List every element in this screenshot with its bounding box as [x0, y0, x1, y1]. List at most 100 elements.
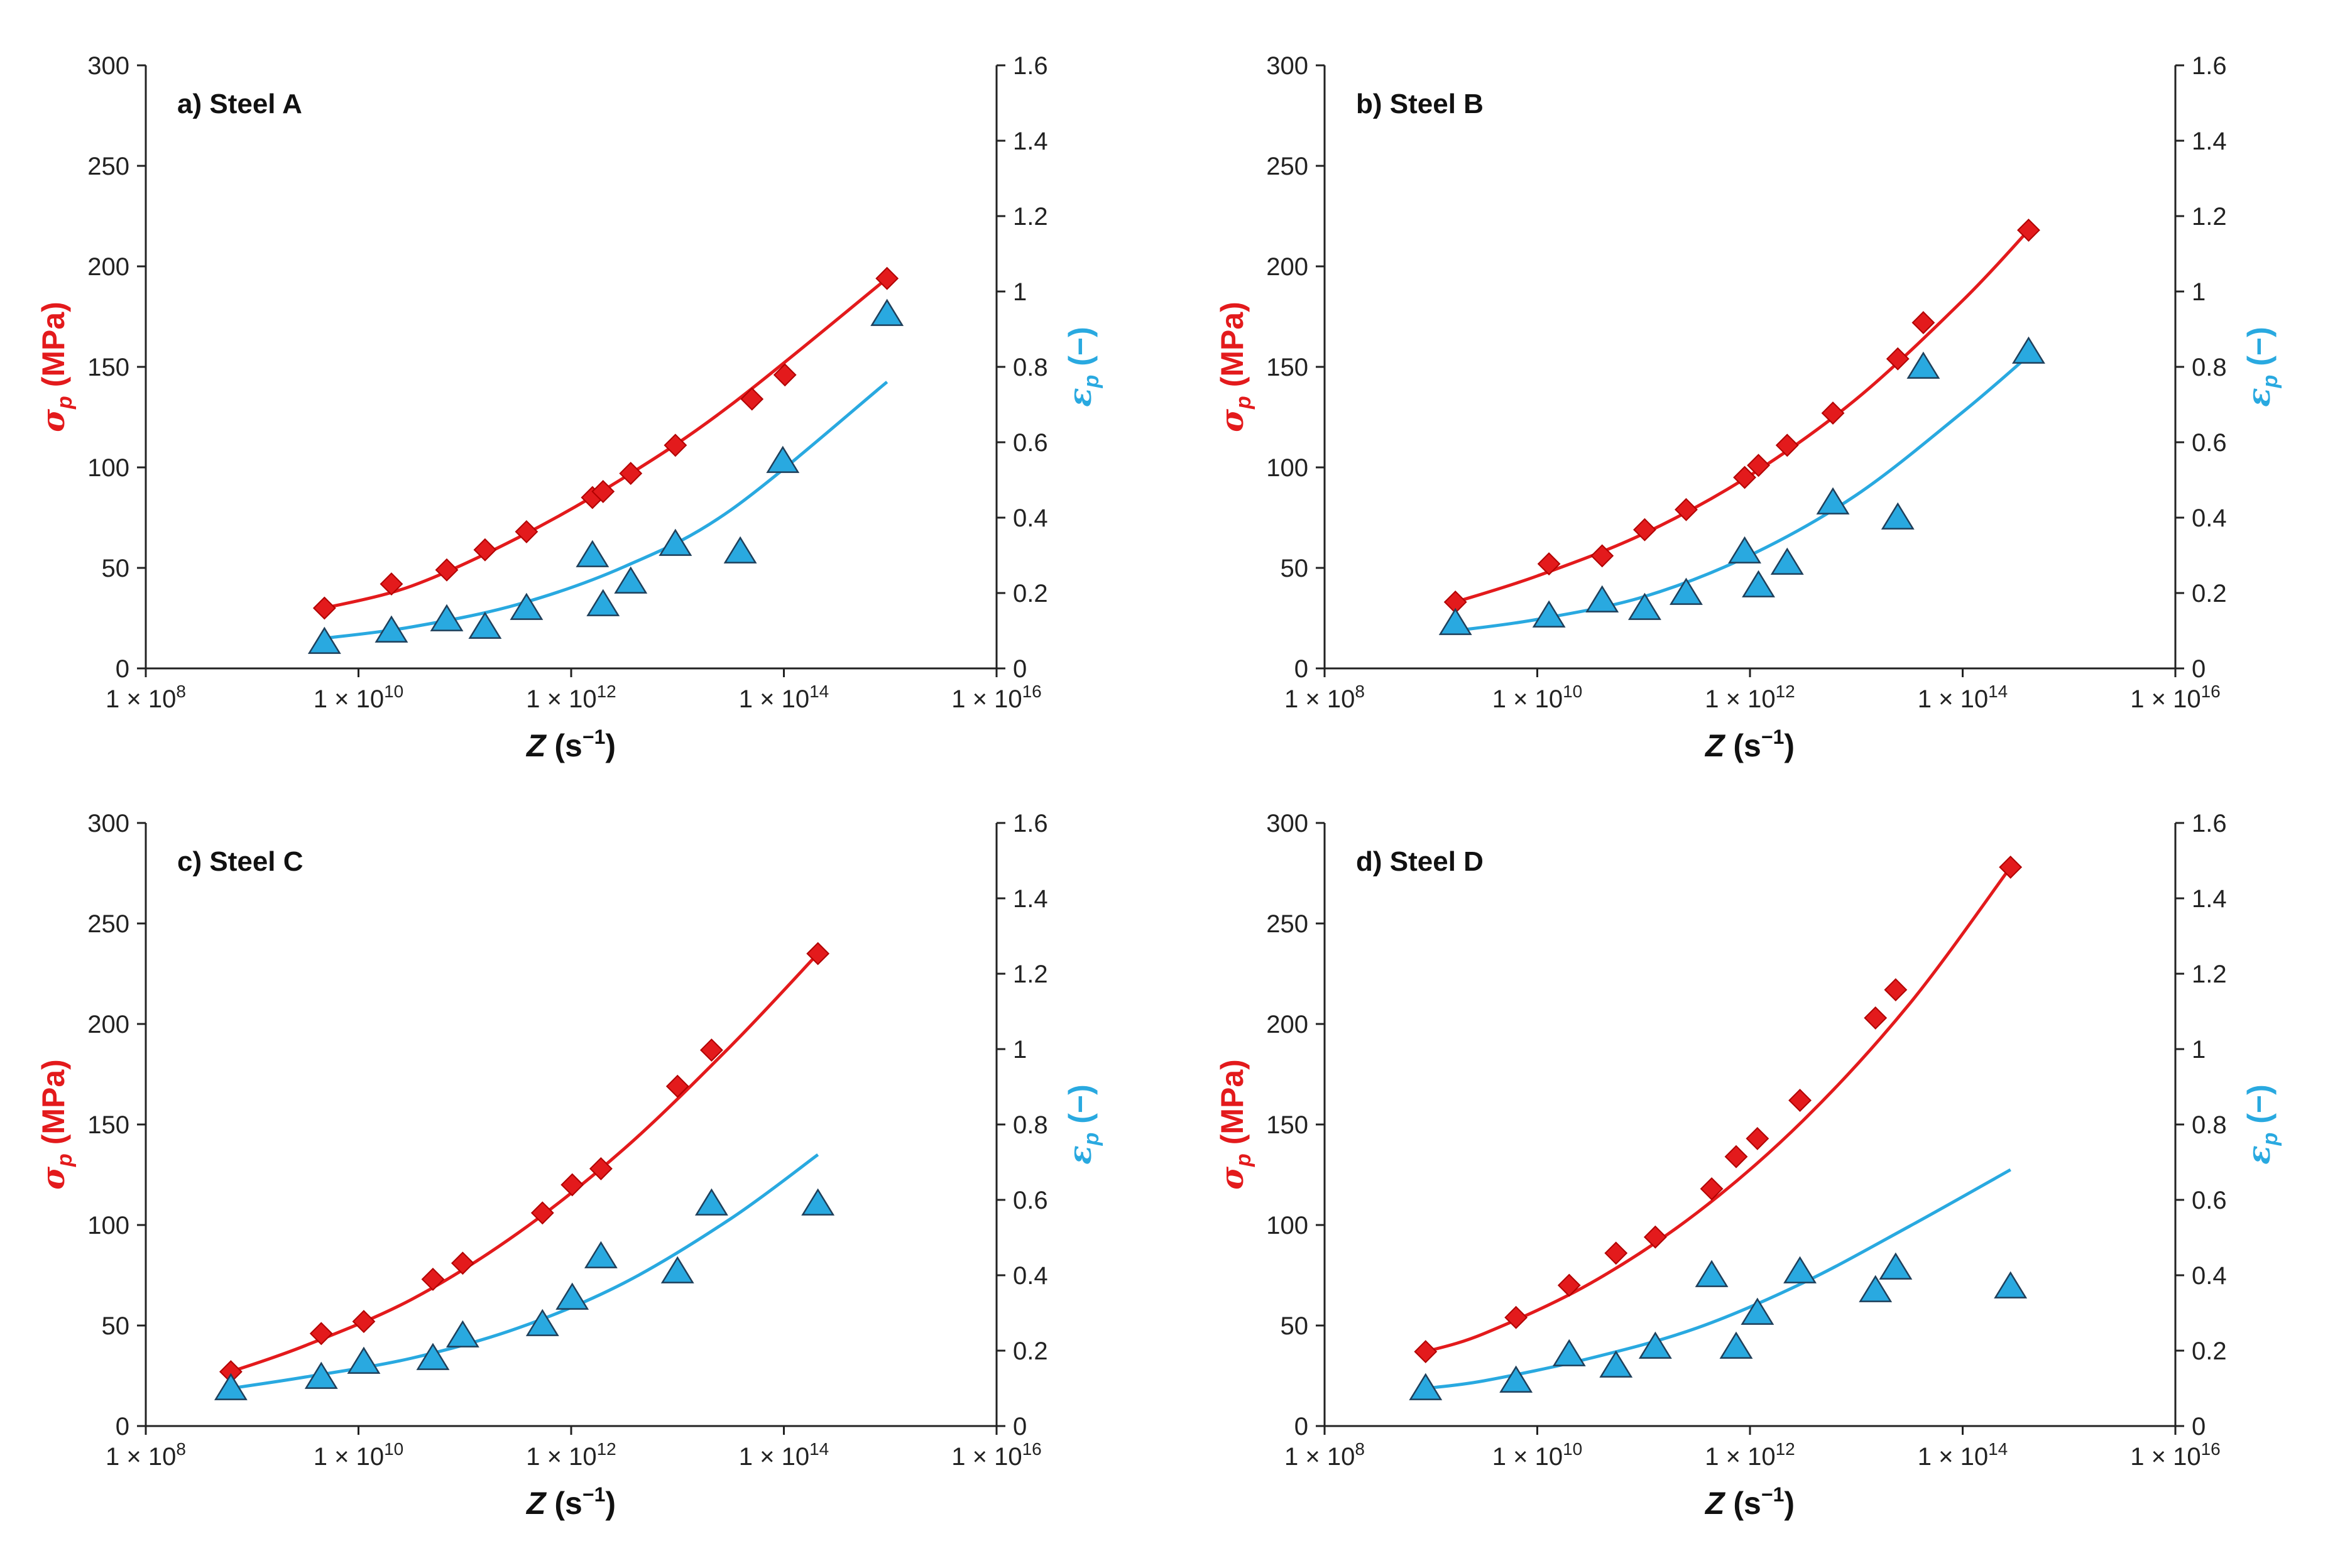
stress-fit-line [1425, 866, 2012, 1353]
strain-point [1741, 1297, 1774, 1325]
y-left-tick-label: 100 [1266, 1212, 1308, 1239]
y-left-tick-label: 0 [116, 655, 129, 683]
stress-point [1504, 1305, 1528, 1329]
stress-point [619, 462, 643, 486]
x-tick-label: 1 × 1012 [1705, 1439, 1795, 1471]
y-right-tick-label: 0.6 [1013, 1187, 1048, 1214]
strain-point [1816, 487, 1850, 514]
stress-point [1590, 544, 1614, 568]
y-left-tick-label: 100 [87, 1212, 129, 1239]
strain-point [1728, 536, 1761, 564]
stress-point [699, 1038, 723, 1062]
x-tick-label: 1 × 108 [106, 682, 186, 713]
y-left-tick-label: 250 [1266, 153, 1308, 180]
y-right-tick-label: 1.2 [1013, 203, 1048, 231]
chart-panel: 0 50 100 150 200 250 300 0 0.2 0.4 0.6 0.8 1 1.2 1.4 1.… [1213, 52, 2282, 763]
y-right-tick-label: 0.4 [2192, 504, 2227, 532]
stress-point [1557, 1273, 1581, 1297]
stress-point [1604, 1241, 1628, 1265]
strain-point [1994, 1271, 2028, 1298]
y-right-tick-label: 0 [1013, 1413, 1027, 1440]
strain-point [723, 536, 757, 564]
stress-point [589, 1157, 613, 1180]
y-left-tick-label: 50 [1281, 1312, 1309, 1340]
y-right-tick-label: 0.6 [1013, 429, 1048, 457]
strain-point [1438, 607, 1472, 635]
y-axis-left-label: σp (MPa) [35, 302, 77, 432]
y-right-tick-label: 0 [2192, 655, 2206, 683]
strain-point [510, 592, 544, 620]
y-right-tick-label: 0.4 [1013, 1262, 1048, 1290]
stress-point [1643, 1225, 1667, 1249]
stress-point [1746, 1126, 1769, 1150]
y-right-tick-label: 0.4 [2192, 1262, 2227, 1290]
stress-point [664, 433, 687, 457]
strain-point [416, 1342, 450, 1370]
x-tick-label: 1 × 1010 [314, 1439, 403, 1471]
y-left-tick-label: 150 [1266, 354, 1308, 381]
stress-point [1788, 1089, 1812, 1113]
stress-point [591, 479, 615, 503]
y-right-tick-label: 1.2 [1013, 961, 1048, 988]
x-tick-label: 1 × 1016 [2130, 1439, 2220, 1471]
y-left-tick-label: 300 [87, 52, 129, 80]
stress-point [380, 572, 403, 596]
stress-point [451, 1251, 474, 1275]
panel-title: a) Steel A [177, 89, 302, 119]
strain-point [660, 1256, 694, 1283]
stress-point [665, 1074, 689, 1098]
stress-point [740, 387, 764, 411]
y-left-tick-label: 0 [1294, 1413, 1308, 1440]
strain-point [1532, 600, 1566, 628]
y-right-tick-label: 1.4 [1013, 885, 1048, 913]
strain-point [1770, 547, 1804, 575]
stress-point [560, 1173, 584, 1197]
y-right-tick-label: 1.4 [2192, 128, 2227, 155]
strain-point [347, 1346, 381, 1374]
y-left-tick-label: 300 [1266, 810, 1308, 837]
y-left-tick-label: 200 [1266, 1011, 1308, 1038]
strain-point [870, 298, 904, 326]
x-tick-label: 1 × 1012 [526, 682, 616, 713]
panel-title: d) Steel D [1356, 846, 1484, 877]
stress-point [1999, 855, 2023, 879]
strain-point [1628, 592, 1661, 620]
strain-point [375, 615, 408, 643]
y-left-tick-label: 50 [102, 555, 130, 582]
y-right-tick-label: 1.6 [1013, 810, 1048, 837]
chart-panel: 0 50 100 150 200 250 300 0 0.2 0.4 0.6 0.8 1 1.2 1.4 1.… [35, 810, 1103, 1521]
stress-point [530, 1201, 554, 1225]
y-right-tick-label: 0.2 [2192, 580, 2227, 607]
y-right-tick-label: 0.8 [2192, 354, 2227, 381]
x-tick-label: 1 × 1016 [951, 682, 1041, 713]
stress-point [309, 1322, 333, 1346]
stress-point [312, 596, 336, 620]
stress-point [1864, 1006, 1888, 1030]
x-tick-label: 1 × 1010 [1492, 682, 1582, 713]
y-left-tick-label: 200 [1266, 253, 1308, 281]
strain-point [659, 528, 692, 556]
strain-point [446, 1320, 479, 1348]
strain-point [1670, 577, 1703, 605]
strain-point [1783, 1256, 1817, 1283]
stress-fit-line [324, 277, 888, 610]
strain-point [801, 1188, 835, 1216]
strain-point [586, 589, 620, 616]
y-left-tick-label: 250 [87, 153, 129, 180]
strain-point [214, 1373, 248, 1400]
y-right-tick-label: 1.4 [2192, 885, 2227, 913]
stress-point [1724, 1145, 1748, 1168]
stress-point [875, 266, 899, 290]
strain-point [1638, 1331, 1672, 1359]
y-right-tick-label: 1 [1013, 1036, 1027, 1064]
y-left-tick-label: 300 [1266, 52, 1308, 80]
stress-point [352, 1310, 376, 1334]
y-right-tick-label: 0.8 [1013, 1111, 1048, 1139]
strain-point [1409, 1373, 1443, 1400]
x-axis-label: Z (s−1) [1704, 1483, 1795, 1521]
y-right-tick-label: 1.6 [2192, 810, 2227, 837]
strain-point [1859, 1275, 1893, 1302]
y-left-tick-label: 250 [1266, 910, 1308, 938]
panel-title: b) Steel B [1356, 89, 1484, 119]
